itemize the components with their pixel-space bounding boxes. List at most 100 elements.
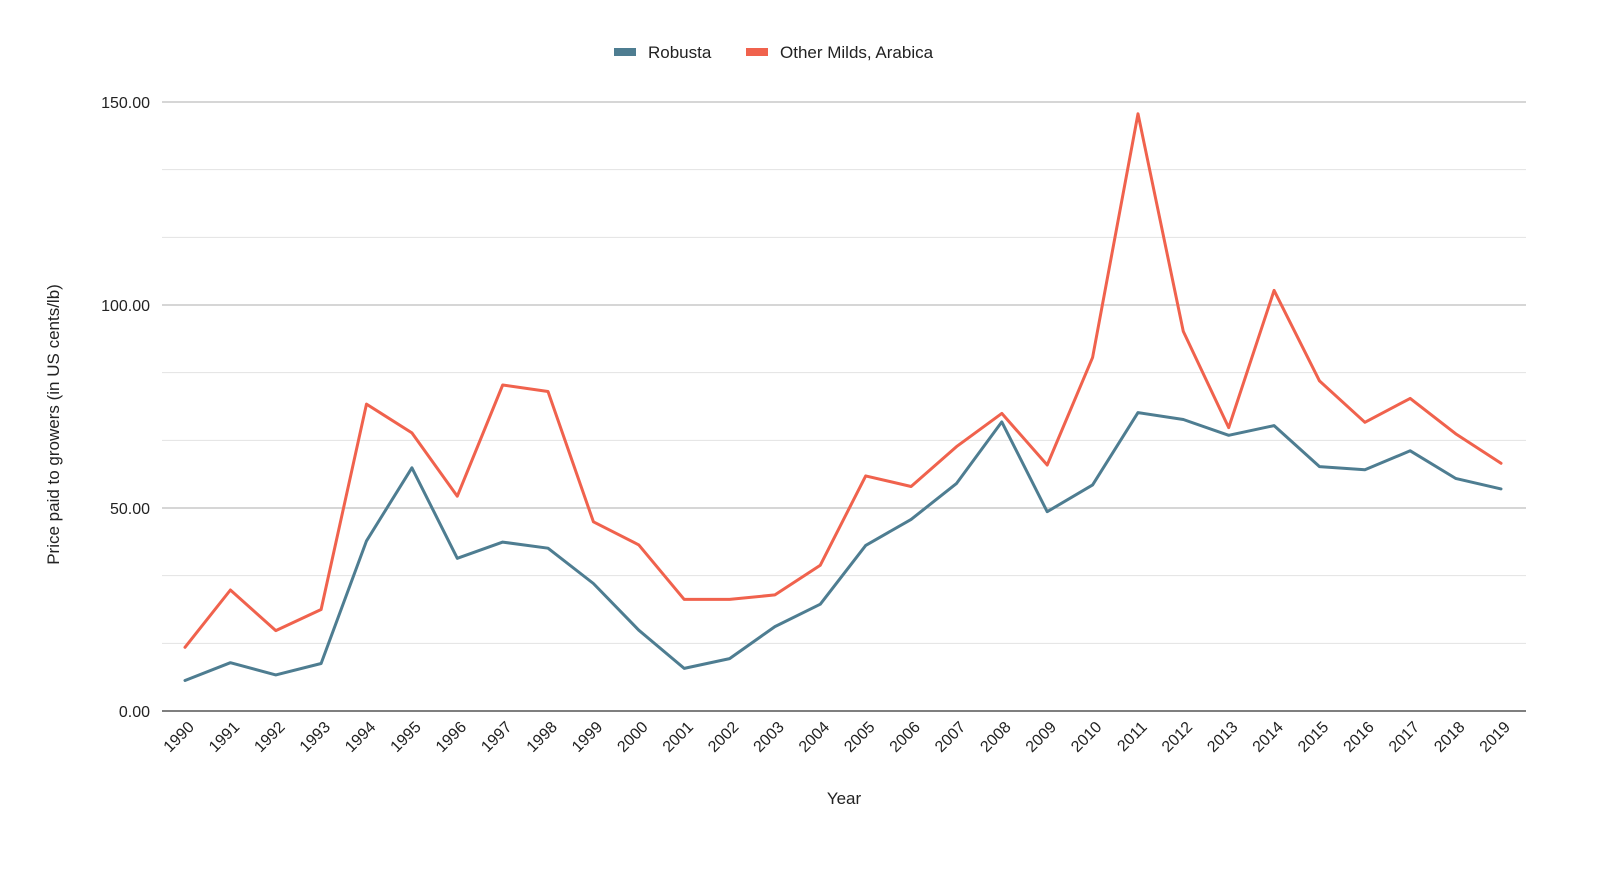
legend: Robusta Other Milds, Arabica bbox=[614, 43, 934, 62]
data-point bbox=[909, 485, 913, 488]
data-point bbox=[456, 557, 459, 560]
x-tick-label: 2011 bbox=[1114, 719, 1150, 755]
data-point bbox=[592, 582, 595, 585]
data-point bbox=[1363, 468, 1367, 472]
data-point bbox=[1499, 487, 1503, 491]
data-point bbox=[1454, 477, 1457, 480]
y-tick-label: 50.00 bbox=[110, 501, 150, 518]
legend-swatch bbox=[746, 48, 768, 56]
x-tick-label: 1996 bbox=[433, 719, 470, 756]
data-point bbox=[365, 539, 368, 543]
data-point bbox=[1318, 465, 1321, 468]
data-point bbox=[501, 540, 504, 544]
x-tick-label: 1990 bbox=[161, 719, 198, 756]
y-tick-label: 150.00 bbox=[101, 95, 150, 112]
data-point bbox=[1409, 449, 1412, 452]
data-point bbox=[365, 402, 368, 406]
x-tick-label: 2001 bbox=[660, 719, 697, 756]
x-tick-label: 1998 bbox=[524, 719, 561, 756]
data-point bbox=[1091, 483, 1094, 487]
data-point bbox=[1046, 510, 1049, 513]
data-point bbox=[909, 518, 913, 521]
y-axis-title: Price paid to growers (in US cents/lb) bbox=[44, 284, 63, 565]
x-tick-label: 2008 bbox=[977, 719, 1014, 756]
data-point bbox=[864, 544, 867, 547]
data-point bbox=[1000, 420, 1004, 424]
x-tick-label: 2016 bbox=[1341, 719, 1378, 756]
x-tick-label: 1997 bbox=[478, 719, 515, 756]
data-point bbox=[864, 474, 867, 478]
data-point bbox=[229, 661, 232, 664]
x-tick-label: 2018 bbox=[1431, 719, 1468, 756]
x-tick-label: 1994 bbox=[342, 719, 379, 756]
data-point bbox=[274, 673, 277, 677]
legend-swatch bbox=[614, 48, 636, 56]
y-tick-label: 0.00 bbox=[119, 704, 150, 721]
data-point bbox=[546, 390, 550, 393]
data-point bbox=[773, 625, 777, 628]
x-tick-label: 2017 bbox=[1386, 719, 1423, 756]
x-tick-label: 2014 bbox=[1250, 719, 1287, 756]
data-point bbox=[1046, 463, 1049, 467]
data-point bbox=[728, 598, 731, 601]
series-lines bbox=[183, 112, 1503, 682]
legend-label: Robusta bbox=[648, 43, 712, 62]
x-tick-label: 2005 bbox=[841, 719, 878, 756]
data-point bbox=[955, 445, 958, 448]
data-point bbox=[1136, 112, 1140, 115]
x-tick-label: 1991 bbox=[206, 719, 243, 756]
x-tick-label: 1999 bbox=[569, 719, 606, 756]
data-point bbox=[682, 667, 686, 670]
data-point bbox=[319, 608, 323, 611]
data-point bbox=[1000, 412, 1004, 415]
x-tick-label: 2019 bbox=[1477, 719, 1514, 756]
data-point bbox=[1499, 462, 1503, 465]
x-tick-label: 1993 bbox=[297, 719, 334, 756]
data-point bbox=[1272, 289, 1276, 292]
data-point bbox=[410, 431, 414, 435]
data-point bbox=[183, 646, 187, 649]
data-point bbox=[1318, 379, 1321, 383]
x-tick-label: 2007 bbox=[932, 719, 969, 756]
x-tick-label: 2000 bbox=[614, 719, 651, 756]
data-point bbox=[1091, 356, 1094, 359]
data-point bbox=[319, 662, 323, 665]
data-point bbox=[955, 482, 958, 485]
data-point bbox=[773, 593, 777, 597]
x-tick-label: 1992 bbox=[251, 719, 288, 756]
series-line-1 bbox=[183, 112, 1503, 649]
data-point bbox=[274, 629, 277, 632]
x-tick-label: 2006 bbox=[887, 719, 924, 756]
series-line-0 bbox=[183, 411, 1503, 682]
data-point bbox=[229, 588, 232, 592]
x-axis-title: Year bbox=[827, 789, 862, 808]
data-point bbox=[592, 520, 595, 524]
data-point bbox=[546, 546, 550, 550]
x-tick-label: 2003 bbox=[751, 719, 788, 756]
data-point bbox=[1454, 432, 1457, 435]
x-tick-label: 2012 bbox=[1159, 719, 1196, 756]
data-point bbox=[1227, 426, 1230, 429]
data-point bbox=[1227, 434, 1230, 437]
data-point bbox=[456, 495, 459, 498]
data-point bbox=[1272, 424, 1276, 427]
x-tick-label: 2009 bbox=[1023, 719, 1060, 756]
y-tick-label: 100.00 bbox=[101, 298, 150, 315]
data-point bbox=[1363, 421, 1367, 424]
x-tick-label: 2013 bbox=[1204, 719, 1241, 756]
legend-label: Other Milds, Arabica bbox=[780, 43, 934, 62]
data-point bbox=[1182, 330, 1185, 333]
data-point bbox=[637, 629, 640, 632]
x-tick-label: 1995 bbox=[388, 719, 425, 756]
data-point bbox=[819, 564, 822, 567]
data-point bbox=[728, 657, 731, 660]
x-tick-label: 2004 bbox=[796, 719, 833, 756]
data-point bbox=[682, 598, 686, 601]
data-point bbox=[183, 679, 187, 682]
data-point bbox=[410, 466, 414, 470]
x-tick-label: 2002 bbox=[705, 719, 742, 756]
data-point bbox=[1136, 411, 1140, 414]
